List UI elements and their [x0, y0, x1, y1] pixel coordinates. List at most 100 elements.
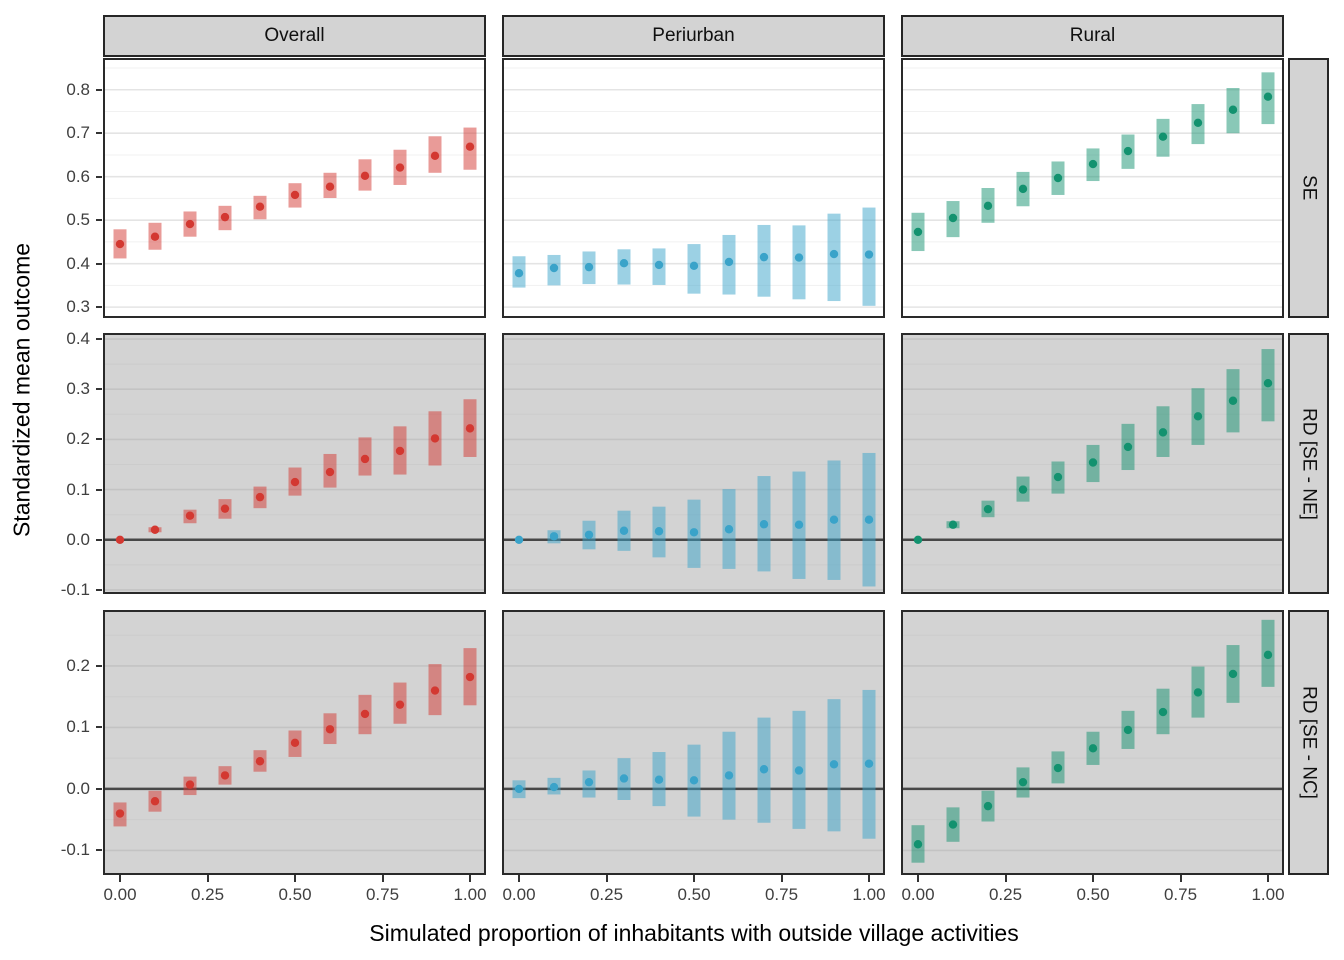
data-point: [983, 801, 993, 811]
panel-se-periurban: [502, 58, 885, 318]
data-point: [654, 260, 664, 270]
data-point: [829, 515, 839, 524]
y-tick-mark: [96, 132, 102, 135]
y-tick-mark: [96, 438, 102, 441]
x-tick-label: 0.50: [677, 885, 711, 904]
y-tick-label: 0.4: [66, 253, 90, 273]
data-point: [360, 709, 370, 719]
x-tick-label: 0.75: [764, 885, 799, 904]
y-tick-mark: [96, 388, 102, 391]
data-point: [290, 477, 300, 487]
data-point: [759, 520, 769, 529]
data-point: [395, 163, 405, 172]
facet-strip-periurban: Periurban: [502, 15, 885, 57]
facet-strip-overall-label: Overall: [264, 25, 325, 46]
x-tick-mark: [605, 875, 608, 882]
data-point: [360, 454, 370, 464]
y-tick-mark: [96, 306, 102, 309]
x-tick-mark: [206, 875, 209, 882]
data-point: [1158, 428, 1168, 437]
panel-border: [901, 58, 1284, 318]
facet-strip-rd-se-nc-label: RD [SE - NC]: [1298, 686, 1320, 799]
data-point: [794, 766, 804, 775]
facet-strip-rd-se-ne-label: RD [SE - NE]: [1298, 407, 1320, 520]
x-tick-mark: [780, 875, 783, 882]
x-tick-mark: [868, 875, 870, 882]
x-tick-label: 1.00: [1251, 885, 1285, 904]
y-tick-mark: [96, 726, 102, 729]
x-tick-label: 0.25: [988, 885, 1023, 904]
data-point: [185, 780, 195, 789]
data-point: [948, 213, 958, 223]
data-point: [864, 250, 874, 259]
data-point: [948, 820, 958, 829]
y-tick-mark: [96, 849, 102, 852]
data-point: [1053, 472, 1063, 482]
y-tick-label: 0.2: [66, 655, 90, 675]
data-point: [325, 467, 335, 477]
data-point: [465, 424, 475, 433]
x-tick-mark: [1004, 875, 1007, 882]
y-tick-mark: [96, 219, 102, 222]
facet-strip-se-label: SE: [1298, 175, 1320, 201]
data-point: [619, 259, 629, 268]
x-tick-mark: [518, 875, 520, 882]
facet-strip-overall: Overall: [103, 15, 486, 57]
y-tick-mark: [96, 488, 102, 491]
data-point: [1088, 458, 1098, 467]
facet-strip-rd-se-ne: RD [SE - NE]: [1288, 333, 1329, 594]
data-point: [584, 262, 594, 272]
data-point: [465, 142, 475, 151]
x-tick-label: 0.75: [365, 885, 400, 904]
x-tick-mark: [693, 875, 695, 882]
data-point: [794, 253, 804, 262]
data-point: [1263, 92, 1273, 101]
panel-border: [901, 333, 1284, 594]
x-tick-mark: [917, 875, 919, 882]
y-tick-mark: [96, 538, 102, 541]
data-point: [1053, 173, 1063, 183]
facet-strip-rural: Rural: [901, 15, 1284, 57]
x-tick-mark: [381, 875, 384, 882]
data-point: [724, 771, 734, 780]
data-point: [1228, 105, 1238, 114]
data-point: [1018, 485, 1028, 494]
y-tick-label: 0.1: [66, 479, 90, 499]
x-tick-label: 1.00: [852, 885, 886, 904]
data-point: [1018, 184, 1028, 194]
x-tick-label: 0.00: [502, 885, 536, 904]
y-tick-label: 0.8: [66, 79, 90, 99]
y-tick-label: 0.3: [66, 379, 90, 399]
data-point: [150, 797, 160, 806]
y-tick-mark: [96, 175, 102, 178]
data-point: [829, 760, 839, 769]
data-point: [654, 775, 664, 784]
data-point: [829, 249, 839, 259]
x-tick-label: 0.50: [278, 885, 312, 904]
data-point: [654, 527, 664, 536]
data-point: [115, 239, 125, 249]
data-point: [325, 182, 335, 191]
data-point: [255, 757, 265, 766]
data-point: [290, 190, 300, 200]
data-point: [255, 492, 265, 502]
data-point: [360, 171, 370, 181]
data-point: [290, 738, 300, 748]
data-point: [794, 520, 804, 529]
facet-strip-rural-label: Rural: [1069, 25, 1116, 46]
data-point: [115, 809, 125, 818]
data-point: [395, 700, 405, 709]
data-point: [913, 840, 923, 849]
data-point: [150, 232, 160, 241]
data-point: [1193, 412, 1203, 421]
x-tick-mark: [1092, 875, 1094, 882]
data-point: [514, 269, 524, 278]
interval-bar: [792, 225, 806, 300]
y-tick-label: 0.2: [66, 429, 90, 449]
panel-se-overall: [103, 58, 486, 318]
data-point: [325, 725, 335, 734]
y-tick-mark: [96, 787, 102, 790]
panel-border: [103, 610, 486, 875]
data-point: [689, 261, 699, 271]
y-tick-mark: [96, 588, 102, 591]
